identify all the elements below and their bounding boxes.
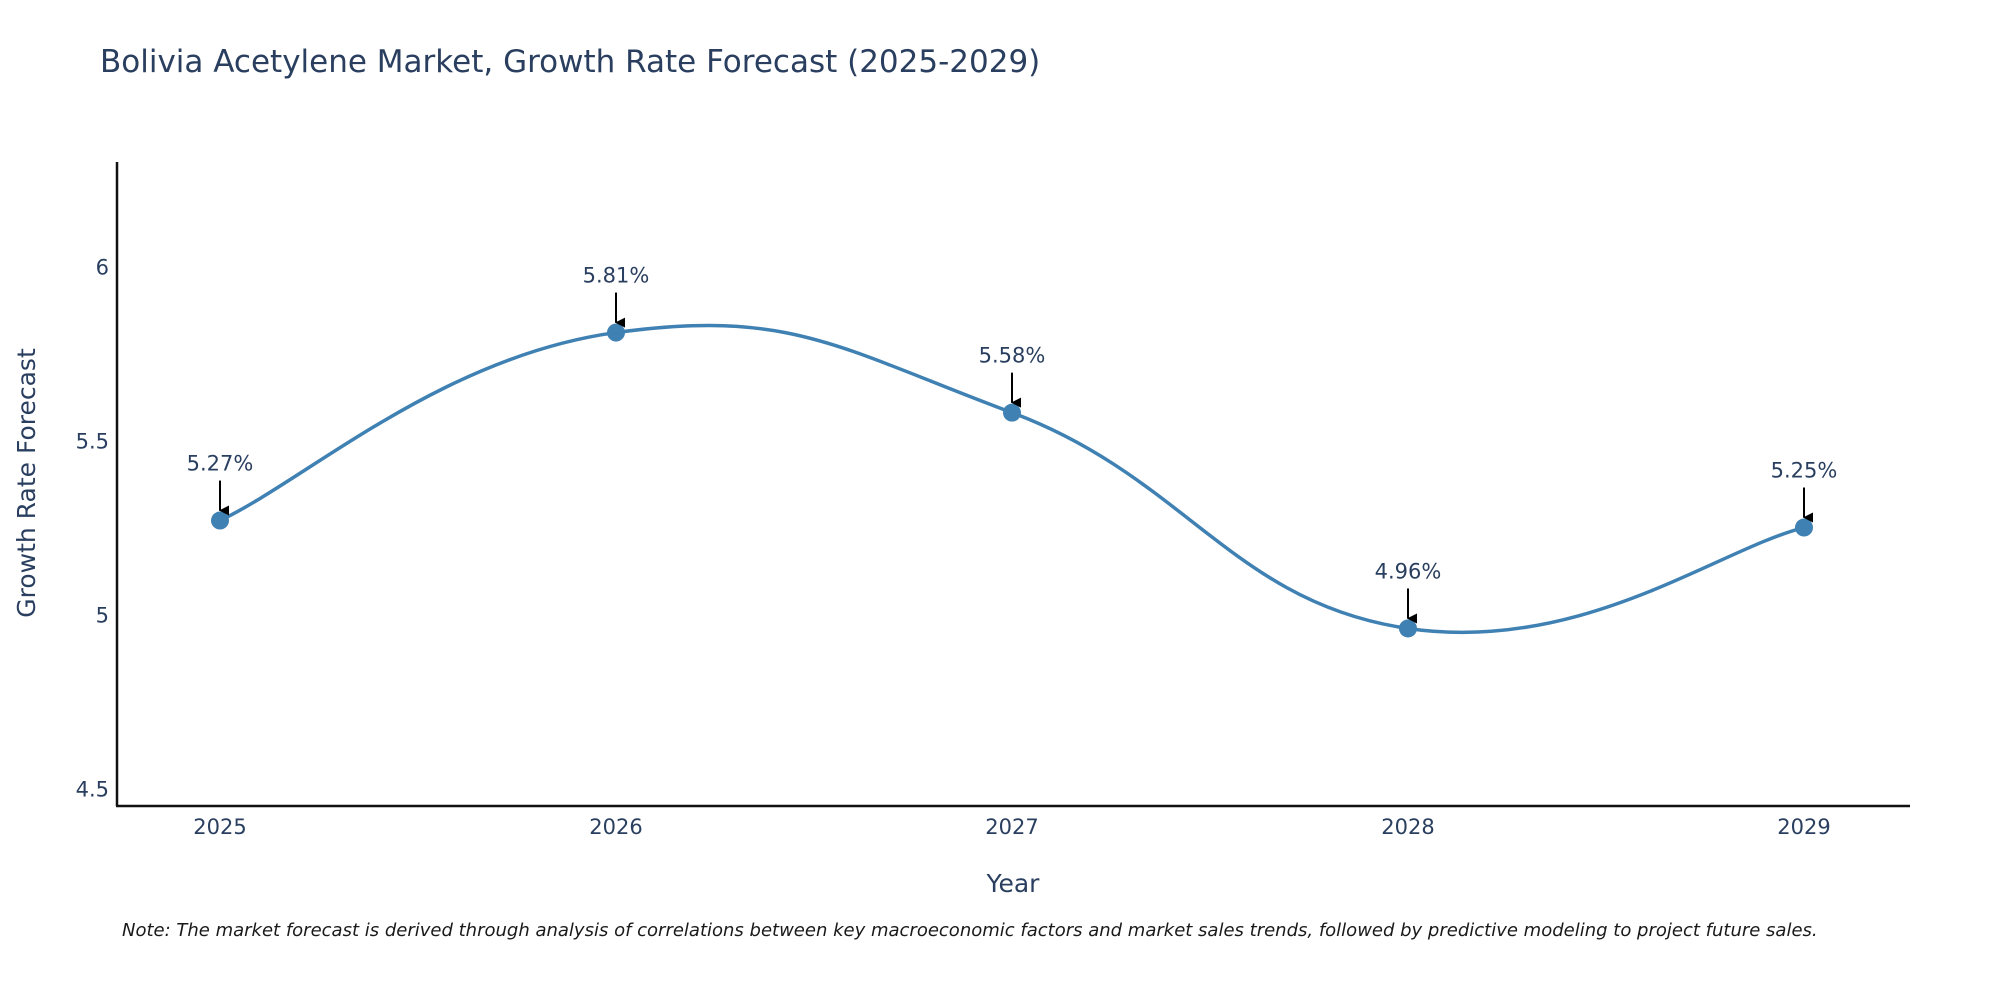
x-tick-label: 2028 [1381, 815, 1434, 839]
y-tick-label: 6 [96, 255, 109, 279]
axes [115, 162, 1910, 808]
x-tick-label: 2025 [193, 815, 246, 839]
chart-title: Bolivia Acetylene Market, Growth Rate Fo… [100, 44, 1041, 80]
data-label: 5.81% [583, 264, 650, 288]
y-tick-labels: 4.5 5 5.5 6 [76, 255, 109, 801]
data-points [211, 323, 1813, 638]
series-line [218, 323, 1806, 635]
data-point-marker [1399, 619, 1417, 638]
x-tick-label: 2026 [589, 815, 642, 839]
y-axis-title: Growth Rate Forecast [12, 348, 41, 618]
footnote: Note: The market forecast is derived thr… [122, 920, 1818, 941]
y-tick-label: 5 [96, 604, 109, 628]
data-point-marker [607, 323, 625, 342]
data-point-marker [1003, 403, 1021, 422]
x-tick-label: 2027 [985, 815, 1038, 839]
data-point-marker [1795, 518, 1813, 537]
data-label: 5.58% [979, 344, 1046, 368]
data-annotations: 5.27% 5.81% 5.58% 4.96% 5.25% [187, 264, 1838, 624]
y-tick-label: 4.5 [76, 778, 109, 802]
x-tick-labels: 2025 2026 2027 2028 2029 [193, 815, 1830, 839]
x-axis-title: Year [986, 869, 1041, 898]
x-tick-label: 2029 [1777, 815, 1830, 839]
data-label: 4.96% [1375, 559, 1442, 583]
data-label: 5.27% [187, 452, 254, 476]
data-label: 5.25% [1771, 459, 1838, 483]
data-point-marker [211, 511, 229, 530]
y-tick-label: 5.5 [76, 429, 109, 453]
